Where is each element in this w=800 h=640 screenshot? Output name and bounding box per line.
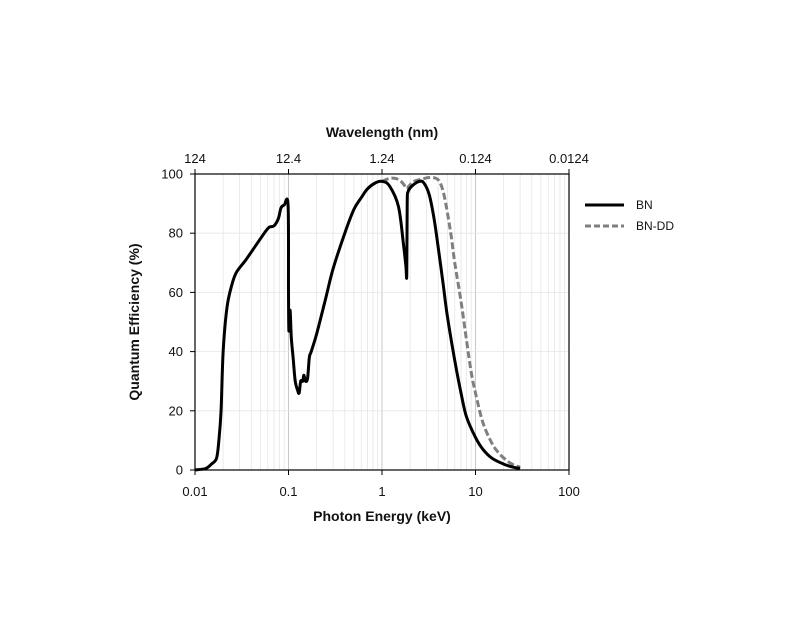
top-tick-label: 12.4: [276, 151, 301, 166]
top-tick-label: 124: [184, 151, 206, 166]
legend: BN BN-DD: [585, 198, 674, 233]
top-tick-label: 0.0124: [549, 151, 589, 166]
y-axis-title: Quantum Efficiency (%): [126, 243, 142, 400]
x-tick-label: 1: [378, 484, 385, 499]
y-tick-label: 100: [161, 167, 183, 182]
x-tick-label: 10: [468, 484, 482, 499]
x-tick-label: 0.1: [279, 484, 297, 499]
y-tick-label: 20: [169, 403, 183, 418]
series-layer: [194, 176, 521, 472]
y-tick-label: 60: [169, 285, 183, 300]
x-tick-label: 100: [558, 484, 580, 499]
legend-label-bn-dd: BN-DD: [636, 219, 674, 233]
series-line-bn: [194, 179, 521, 472]
y-tick-label: 0: [176, 463, 183, 478]
top-axis-title: Wavelength (nm): [326, 124, 438, 140]
legend-label-bn: BN: [636, 198, 653, 212]
top-tick-label: 1.24: [369, 151, 394, 166]
grid: [194, 174, 569, 470]
y-tick-label: 80: [169, 226, 183, 241]
series-line-bn-dd: [381, 176, 521, 469]
x-axis-title: Photon Energy (keV): [313, 508, 451, 524]
y-tick-label: 40: [169, 344, 183, 359]
top-tick-label: 0.124: [459, 151, 492, 166]
x-tick-label: 0.01: [182, 484, 207, 499]
